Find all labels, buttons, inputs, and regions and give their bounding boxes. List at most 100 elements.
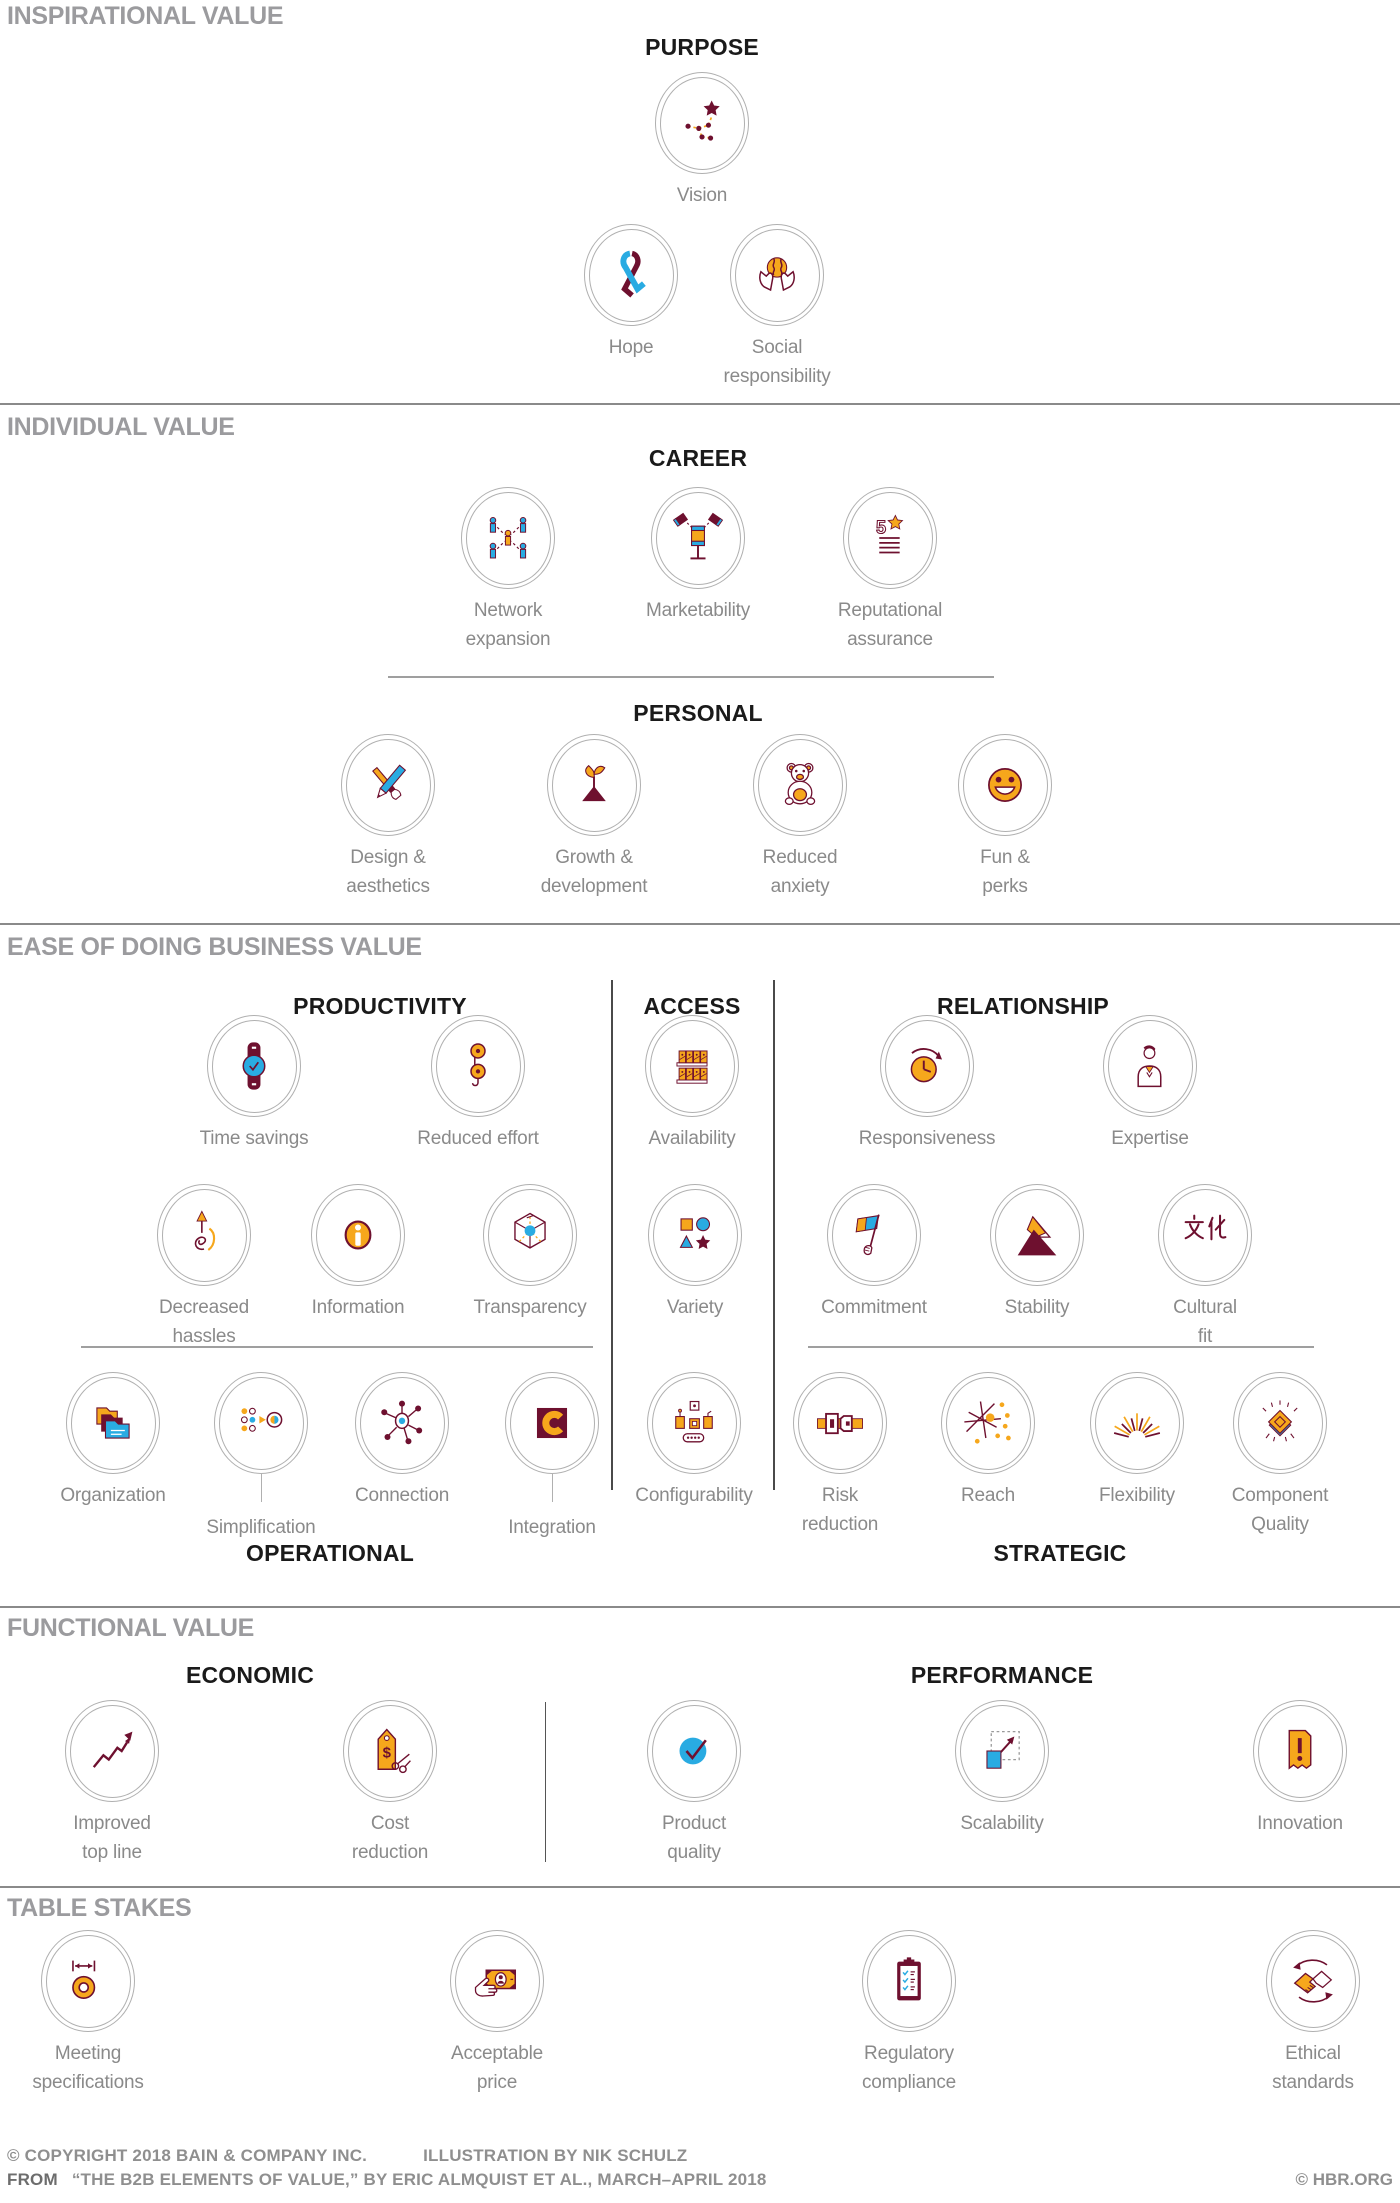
element-circle <box>311 1184 405 1286</box>
element-circle <box>1253 1700 1347 1802</box>
element-reputational-assurance: 5 Reputational assurance <box>790 487 990 654</box>
section-label-inspirational: INSPIRATIONAL VALUE <box>7 2 284 30</box>
element-simplification: Simplification <box>161 1372 361 1543</box>
element-responsiveness: Responsiveness <box>827 1015 1027 1154</box>
exclamation-page-icon <box>1288 1729 1312 1770</box>
element-label: Network expansion <box>465 600 551 650</box>
element-circle <box>990 1184 1084 1286</box>
seatbelt-buckle-icon <box>817 1412 863 1435</box>
element-circle <box>483 1184 577 1286</box>
smiley-icon <box>988 768 1022 802</box>
career-personal-divider <box>388 676 994 678</box>
element-label: Decreased hassles <box>158 1297 250 1347</box>
element-innovation: Innovation <box>1200 1700 1400 1839</box>
measurement-washer-icon <box>72 1960 96 1999</box>
element-availability: Availability <box>592 1015 792 1154</box>
footer-line2: FROM “THE B2B ELEMENTS OF VALUE,” BY ERIC… <box>7 2170 767 2190</box>
element-vision: Vision <box>602 72 802 211</box>
element-circle <box>955 1700 1049 1802</box>
element-connection: Connection <box>302 1372 502 1511</box>
element-circle <box>655 72 749 174</box>
element-circle <box>214 1372 308 1474</box>
element-circle <box>651 487 745 589</box>
flag-hand-icon <box>855 1214 880 1256</box>
element-circle <box>941 1372 1035 1474</box>
awareness-ribbon-icon <box>620 250 646 298</box>
element-social-responsibility: Social responsibility <box>677 224 877 391</box>
element-circle <box>584 224 678 326</box>
rising-chart-icon <box>92 1731 133 1768</box>
element-acceptable-price: Acceptable price <box>397 1930 597 2097</box>
element-circle <box>753 734 847 836</box>
element-circle <box>157 1184 251 1286</box>
element-component-quality: Component Quality <box>1180 1372 1380 1539</box>
element-fun-perks: Fun & perks <box>905 734 1105 901</box>
svg-text:5: 5 <box>876 517 886 538</box>
element-circle <box>450 1930 544 2032</box>
element-label: Reach <box>961 1485 1015 1506</box>
element-growth-development: Growth & development <box>494 734 694 901</box>
element-information: Information <box>258 1184 458 1323</box>
column-divider-left <box>611 980 613 1490</box>
element-label: Innovation <box>1257 1813 1343 1834</box>
element-organization: Organization <box>13 1372 213 1511</box>
element-reduced-effort: Reduced effort <box>378 1015 578 1154</box>
element-hope: Hope <box>531 224 731 363</box>
culture-characters-icon <box>1184 1214 1227 1241</box>
element-label: Variety <box>666 1297 724 1318</box>
element-circle <box>341 734 435 836</box>
five-star-review-icon: 5 <box>876 514 904 554</box>
element-meeting-specifications: Meeting specifications <box>0 1930 188 2097</box>
element-ethical-standards: Ethical standards <box>1213 1930 1400 2097</box>
element-circle <box>547 734 641 836</box>
element-integration: Integration <box>452 1372 652 1543</box>
section-divider <box>0 923 1400 925</box>
element-label: Flexibility <box>1099 1485 1175 1506</box>
element-label: Reduced anxiety <box>762 847 838 897</box>
check-circle-icon <box>679 1737 707 1765</box>
element-circle <box>355 1372 449 1474</box>
scatter-reach-icon <box>964 1401 1011 1444</box>
people-network-icon <box>489 517 527 559</box>
heading-purpose: PURPOSE <box>645 34 759 60</box>
element-label: Vision <box>676 185 728 206</box>
element-label: Regulatory compliance <box>861 2043 957 2093</box>
heading-productivity: PRODUCTIVITY <box>293 993 467 1019</box>
element-label: Time savings <box>199 1128 309 1149</box>
element-circle: 5 <box>843 487 937 589</box>
element-circle <box>207 1015 301 1117</box>
configurable-machines-icon <box>675 1400 713 1443</box>
element-label: Marketability <box>645 600 751 621</box>
clock-arrow-icon <box>910 1048 943 1083</box>
element-flexibility: Flexibility <box>1037 1372 1237 1511</box>
section-divider <box>0 1886 1400 1888</box>
element-label: Expertise <box>1111 1128 1189 1149</box>
section-divider <box>0 1606 1400 1608</box>
element-expertise: Expertise <box>1050 1015 1250 1154</box>
fan-rays-icon <box>1113 1413 1161 1438</box>
element-configurability: Configurability <box>594 1372 794 1511</box>
footer-hbr-credit: © HBR.ORG <box>1295 2170 1393 2189</box>
element-circle <box>461 487 555 589</box>
element-circle <box>862 1930 956 2032</box>
element-label: Transparency <box>473 1297 587 1318</box>
heading-operational: OPERATIONAL <box>246 1540 414 1566</box>
heading-economic: ECONOMIC <box>185 1662 315 1688</box>
element-label: Ethical standards <box>1272 2043 1354 2093</box>
element-label: Commitment <box>821 1297 927 1318</box>
element-variety: Variety <box>595 1184 795 1323</box>
section-label-table-stakes: TABLE STAKES <box>7 1894 192 1922</box>
expert-person-icon <box>1137 1045 1162 1088</box>
element-label: Stability <box>1004 1297 1070 1318</box>
heading-personal: PERSONAL <box>633 700 763 726</box>
market-stand-icon <box>672 512 724 560</box>
element-label: Organization <box>60 1485 166 1506</box>
heading-career: CAREER <box>648 445 748 471</box>
element-circle <box>648 1184 742 1286</box>
element-circle <box>730 224 824 326</box>
element-circle <box>431 1015 525 1117</box>
label-connector <box>261 1474 262 1502</box>
svg-text:$: $ <box>383 1744 392 1761</box>
element-circle <box>793 1372 887 1474</box>
element-design-aesthetics: Design & aesthetics <box>288 734 488 901</box>
